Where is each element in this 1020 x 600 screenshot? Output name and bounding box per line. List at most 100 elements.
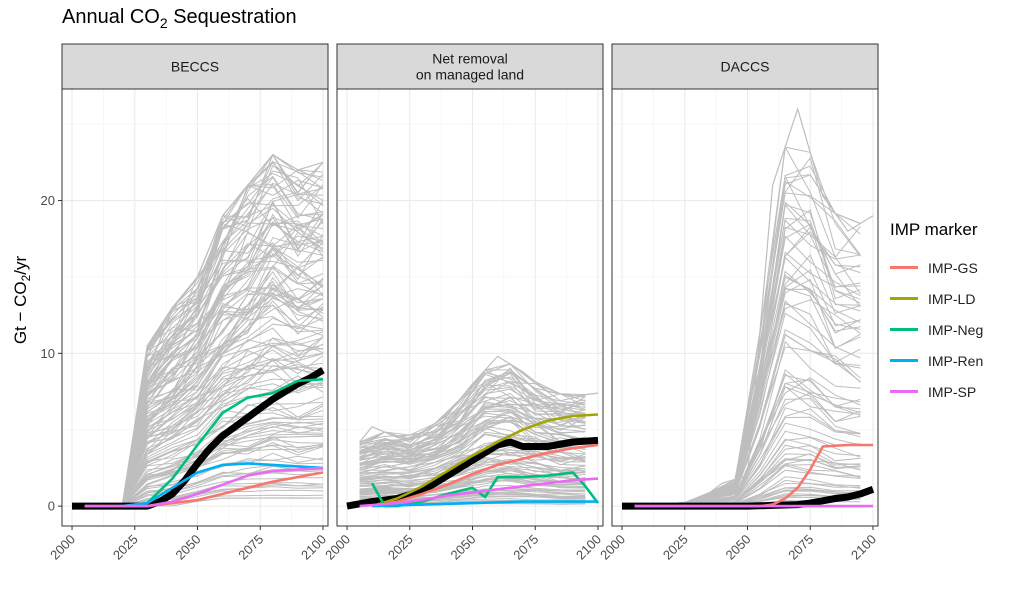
- facet-strip-label: DACCS: [720, 59, 769, 75]
- scenario-line: [121, 231, 324, 507]
- scenario-line: [121, 193, 324, 507]
- scenario-line: [121, 396, 324, 507]
- scenario-line: [359, 397, 586, 462]
- scenario-line: [121, 213, 324, 507]
- scenario-line: [121, 182, 324, 507]
- scenario-line: [634, 106, 874, 507]
- scenario-line: [121, 359, 324, 507]
- scenario-line: [121, 292, 324, 507]
- series-line-imp-ld: [371, 413, 599, 508]
- scenario-line: [121, 336, 324, 507]
- panel-border: [611, 88, 879, 527]
- scenario-line: [121, 444, 324, 507]
- legend-key-swatch: [890, 328, 918, 331]
- scenario-line: [121, 315, 324, 507]
- x-tick-label: 2025: [110, 532, 141, 563]
- scenario-line: [121, 399, 324, 507]
- scenario-line: [359, 460, 586, 485]
- legend-label: IMP-Neg: [928, 321, 984, 338]
- scenario-line: [121, 271, 324, 507]
- scenario-line: [121, 406, 324, 507]
- series-line-imp-sp: [359, 477, 599, 508]
- scenario-line: [121, 280, 324, 507]
- x-tick-label: 2100: [573, 532, 604, 563]
- x-tick-label: 2050: [173, 532, 204, 563]
- y-tick-label: 0: [48, 499, 55, 514]
- scenario-line: [121, 353, 324, 507]
- scenario-line: [359, 439, 586, 478]
- legend-title: IMP marker: [890, 220, 978, 239]
- x-tick-label: 2000: [597, 532, 628, 563]
- scenario-line: [121, 276, 324, 507]
- facet-chart: BECCS 2000 2025 2050 2075 2100 0 10 20 Net remova…: [41, 43, 879, 563]
- scenario-line: [359, 476, 586, 494]
- legend-item-imp-gs: IMP-GS: [890, 252, 983, 283]
- series-line-imp-sp: [84, 466, 324, 508]
- scenario-line: [121, 358, 324, 507]
- scenario-line: [121, 401, 324, 507]
- scenario-line: [121, 297, 324, 507]
- legend-items: IMP-GS IMP-LD IMP-Neg IMP-Ren IMP-SP: [890, 252, 983, 407]
- scenario-line: [121, 173, 324, 507]
- scenario-line: [121, 283, 324, 507]
- scenario-line: [359, 368, 586, 443]
- facet-strip-label: BECCS: [171, 59, 219, 75]
- facet-panel-3: DACCS 2000 2025 2050 2075 2100: [597, 43, 879, 563]
- scenario-line: [121, 213, 324, 507]
- x-tick-label: 2075: [510, 532, 541, 563]
- scenario-line: [121, 442, 324, 507]
- scenario-line: [121, 265, 324, 507]
- scenario-line: [121, 222, 324, 507]
- scenario-line: [359, 411, 586, 465]
- facet-strip-label: Net removal: [432, 51, 507, 67]
- facet-panel-1: BECCS 2000 2025 2050 2075 2100 0 10 20: [41, 43, 329, 563]
- x-tick-label: 2100: [848, 532, 879, 563]
- legend: IMP marker IMP-GS IMP-LD IMP-Neg IMP-Ren IMP…: [890, 220, 983, 407]
- scenario-line: [121, 153, 324, 507]
- x-tick-label: 2075: [235, 532, 266, 563]
- x-tick-label: 2050: [448, 532, 479, 563]
- series-line-imp-ren: [122, 462, 324, 508]
- x-tick-label: 2000: [322, 532, 353, 563]
- scenario-line: [359, 458, 586, 486]
- legend-item-imp-neg: IMP-Neg: [890, 314, 983, 345]
- legend-item-imp-sp: IMP-SP: [890, 376, 983, 407]
- x-tick-label: 2100: [298, 532, 329, 563]
- x-tick-label: 2000: [47, 532, 78, 563]
- scenario-line: [121, 422, 324, 507]
- legend-key-swatch: [890, 390, 918, 393]
- scenario-line: [359, 412, 586, 466]
- y-tick-label: 10: [41, 346, 55, 361]
- legend-item-imp-ren: IMP-Ren: [890, 345, 983, 376]
- legend-label: IMP-LD: [928, 290, 976, 307]
- scenario-line: [121, 470, 324, 507]
- series-line-imp-neg: [122, 378, 324, 508]
- scenario-line: [121, 252, 324, 507]
- scenario-line: [121, 234, 324, 507]
- series-line-imp-gs: [371, 443, 599, 508]
- series-line-imp-ren: [372, 500, 598, 508]
- panel-border: [336, 88, 604, 527]
- scenario-line: [121, 412, 324, 507]
- scenario-line: [121, 364, 324, 507]
- scenario-line: [121, 257, 324, 507]
- legend-label: IMP-GS: [928, 259, 978, 276]
- legend-key-swatch: [890, 359, 918, 362]
- x-tick-label: 2075: [785, 532, 816, 563]
- facet-strip-label: on managed land: [416, 67, 524, 83]
- scenario-line: [121, 380, 324, 507]
- legend-label: IMP-Ren: [928, 352, 984, 369]
- scenario-line: [359, 472, 586, 492]
- x-tick-label: 2050: [723, 532, 754, 563]
- scenario-line: [121, 445, 324, 507]
- chart-title: Annual CO2 Sequestration: [62, 6, 297, 31]
- scenario-line: [121, 455, 324, 507]
- scenario-line: [359, 381, 586, 451]
- facet-strip: [611, 43, 879, 90]
- scenario-line: [359, 355, 599, 443]
- scenario-line: [121, 337, 324, 507]
- x-tick-label: 2025: [385, 532, 416, 563]
- scenario-line: [359, 410, 586, 464]
- legend-item-imp-ld: IMP-LD: [890, 283, 983, 314]
